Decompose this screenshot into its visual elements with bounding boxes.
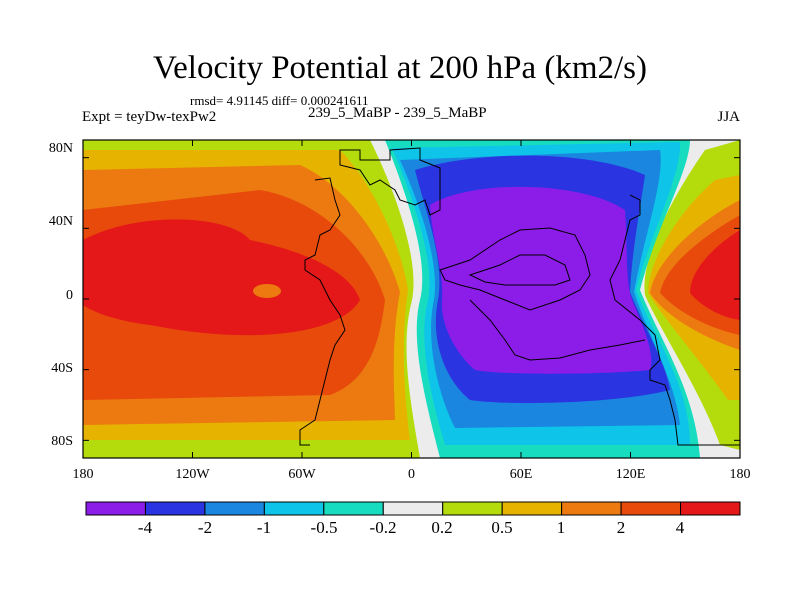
- colorbar-box: [442, 501, 503, 516]
- contour-pos-max: [83, 219, 360, 336]
- colorbar-box: [561, 501, 622, 516]
- colorbar-box: [382, 501, 444, 516]
- colorbar-label: 0.5: [491, 518, 513, 537]
- y-tick-label: 0: [66, 288, 73, 303]
- colorbar-label: -0.5: [310, 518, 338, 537]
- colorbar-box: [204, 501, 265, 516]
- colorbar-box: [144, 501, 206, 516]
- axis-ticks: [82, 140, 741, 458]
- colorbar-box: [263, 501, 325, 516]
- y-tick-label: 80S: [51, 434, 73, 449]
- contour-pos-inner: [253, 284, 281, 298]
- x-tick-label: 120W: [175, 467, 210, 482]
- coastline-africa-asia: [609, 194, 740, 446]
- x-tick-label: 180: [729, 467, 751, 482]
- colorbar-label: -0.2: [369, 518, 397, 537]
- colorbar-label: 1: [556, 518, 566, 537]
- experiment-label: Expt = teyDw-texPw2: [82, 109, 217, 125]
- y-tick-label: 80N: [48, 141, 73, 156]
- colorbar-label: 2: [616, 518, 626, 537]
- x-tick-label: 180: [72, 467, 94, 482]
- season-label: JJA: [717, 109, 740, 125]
- colorbar-box: [85, 501, 146, 516]
- contour-neg-4: [430, 186, 652, 374]
- coastline-inner-loop: [468, 254, 571, 286]
- comparison-label: 239_5_MaBP - 239_5_MaBP: [308, 105, 487, 121]
- chart-title: Velocity Potential at 200 hPa (km2/s): [152, 50, 648, 86]
- coastline-south-block: [469, 299, 646, 361]
- colorbar-label: 0.2: [431, 518, 453, 537]
- contour-pos-east-max: [690, 230, 740, 320]
- colorbar-label: -4: [137, 518, 153, 537]
- y-tick-label: 40N: [48, 214, 73, 229]
- x-tick-label: 0: [408, 467, 415, 482]
- x-tick-label: 60W: [288, 467, 316, 482]
- rmsd-diff-stats: rmsd= 4.91145 diff= 0.000241611: [190, 93, 369, 108]
- colorbar-label: 4: [675, 518, 685, 537]
- x-tick-label: 60E: [509, 467, 533, 482]
- colorbar-box: [680, 501, 741, 516]
- colorbar-label: -2: [197, 518, 213, 537]
- coastline-americas-europe: [339, 147, 441, 216]
- colorbar-box: [323, 501, 384, 516]
- coastline-landmask-west: [299, 177, 346, 446]
- colorbar-box: [620, 501, 682, 516]
- contour-field: [83, 140, 740, 458]
- colorbar-box: [501, 501, 563, 516]
- y-tick-label: 40S: [51, 361, 73, 376]
- x-tick-label: 120E: [615, 467, 646, 482]
- colorbar: [85, 501, 741, 516]
- colorbar-label: -1: [256, 518, 272, 537]
- coastline-inner-eurasia: [439, 227, 591, 311]
- continent-outlines: [299, 147, 740, 446]
